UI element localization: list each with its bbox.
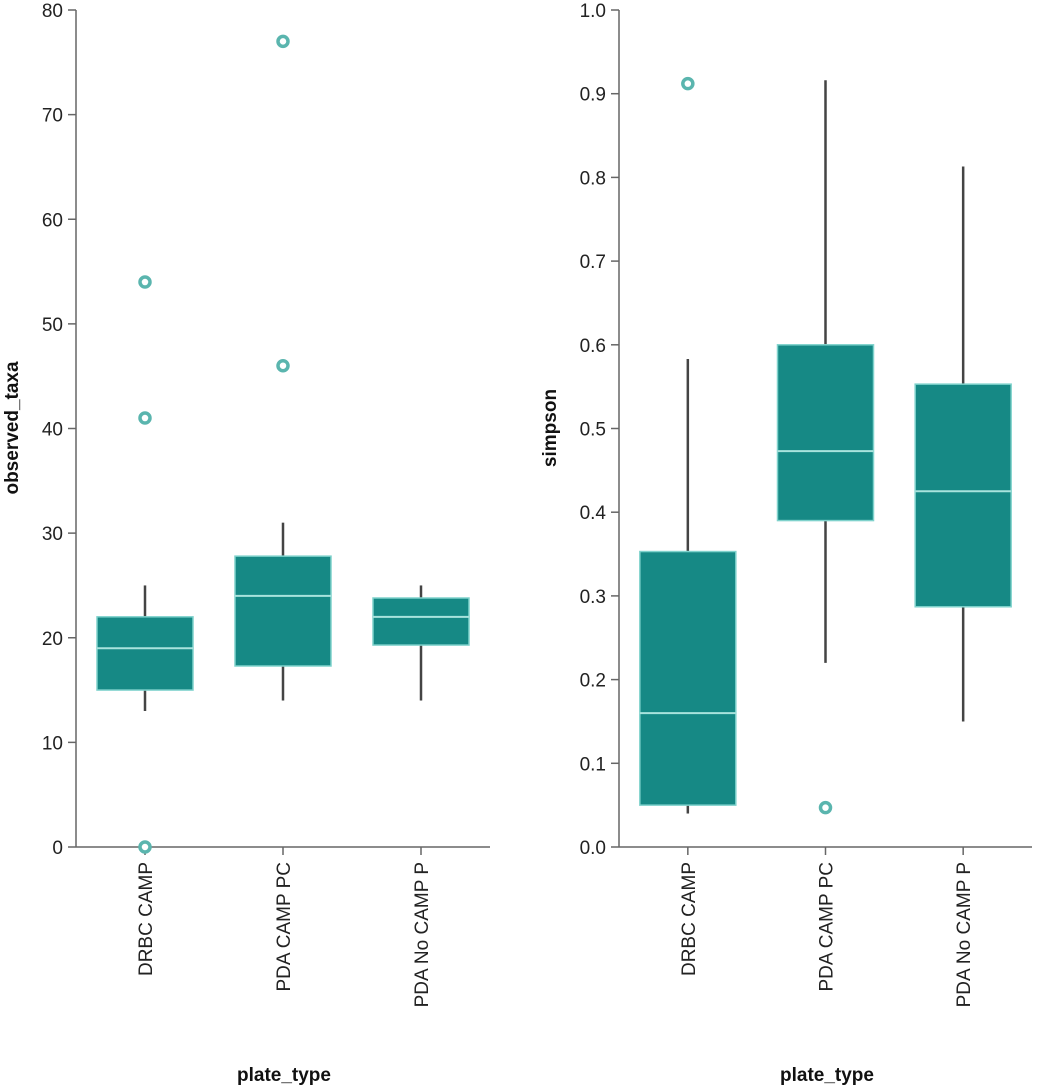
panel-observed-taxa: 0 10 20 30 40 50 60 70 80 DRBC CAMP PDA CAMP PC PD… (2, 1, 490, 1086)
x-tick-label: DRBC CAMP (136, 862, 157, 976)
y-tick-label: 1.0 (580, 1, 606, 22)
outlier-point (138, 840, 152, 854)
y-tick-label: 0.8 (580, 168, 606, 189)
outlier-point (818, 800, 833, 815)
box-pda-camp-pc (234, 34, 332, 701)
outlier-point (138, 275, 152, 289)
x-axis-title: plate_type (237, 1065, 331, 1086)
iqr-box (914, 383, 1012, 608)
x-tick-label: PDA No CAMP P (954, 862, 975, 1007)
box-pda-no-camp-p (372, 585, 470, 701)
iqr-box (234, 555, 332, 667)
iqr-box (776, 344, 875, 522)
box-pda-camp-pc (776, 80, 875, 815)
box-drbc-camp (96, 275, 194, 854)
box-drbc-camp (639, 76, 737, 814)
x-ticks: DRBC CAMP PDA CAMP PC PDA No CAMP P (136, 847, 433, 1007)
y-tick-label: 30 (42, 524, 63, 545)
x-axis-title: plate_type (780, 1065, 874, 1086)
iqr-box (639, 550, 737, 806)
x-tick-label: PDA CAMP PC (274, 862, 295, 992)
y-ticks: 0 10 20 30 40 50 60 70 80 (42, 1, 76, 859)
y-tick-label: 0.6 (580, 336, 606, 357)
y-tick-label: 0.7 (580, 252, 606, 273)
y-tick-label: 0.1 (580, 754, 606, 775)
iqr-box (96, 616, 194, 691)
y-tick-label: 0.5 (580, 420, 606, 441)
outlier-point (138, 411, 152, 425)
y-tick-label: 0 (52, 838, 63, 859)
y-tick-label: 60 (42, 210, 63, 231)
outlier-point (276, 34, 290, 49)
x-ticks: DRBC CAMP PDA CAMP PC PDA No CAMP P (679, 847, 975, 1007)
box-pda-no-camp-p (914, 166, 1012, 722)
y-tick-label: 40 (42, 420, 63, 441)
y-axis-title: simpson (540, 389, 561, 467)
y-tick-label: 0.2 (580, 671, 606, 692)
y-tick-label: 10 (42, 733, 63, 754)
y-tick-label: 0.4 (580, 503, 607, 524)
y-tick-label: 70 (42, 106, 63, 127)
boxes (96, 34, 470, 854)
y-tick-label: 80 (42, 1, 63, 22)
y-tick-label: 0.0 (580, 838, 606, 859)
y-ticks: 0.0 0.1 0.2 0.3 0.4 0.5 0.6 0.7 0.8 0.9 1.0 (580, 1, 619, 859)
y-tick-label: 0.9 (580, 85, 606, 106)
iqr-box (372, 597, 470, 646)
outlier-point (681, 76, 695, 91)
y-tick-label: 50 (42, 315, 63, 336)
panel-simpson: 0.0 0.1 0.2 0.3 0.4 0.5 0.6 0.7 0.8 0.9 1.0 DRBC C… (540, 1, 1032, 1086)
x-tick-label: DRBC CAMP (679, 862, 700, 976)
outlier-point (276, 358, 290, 373)
x-tick-label: PDA No CAMP P (412, 862, 433, 1007)
y-tick-label: 0.3 (580, 587, 606, 608)
y-tick-label: 20 (42, 629, 63, 650)
x-tick-label: PDA CAMP PC (817, 862, 838, 992)
boxes (639, 76, 1012, 815)
y-axis-title: observed_taxa (2, 361, 23, 495)
